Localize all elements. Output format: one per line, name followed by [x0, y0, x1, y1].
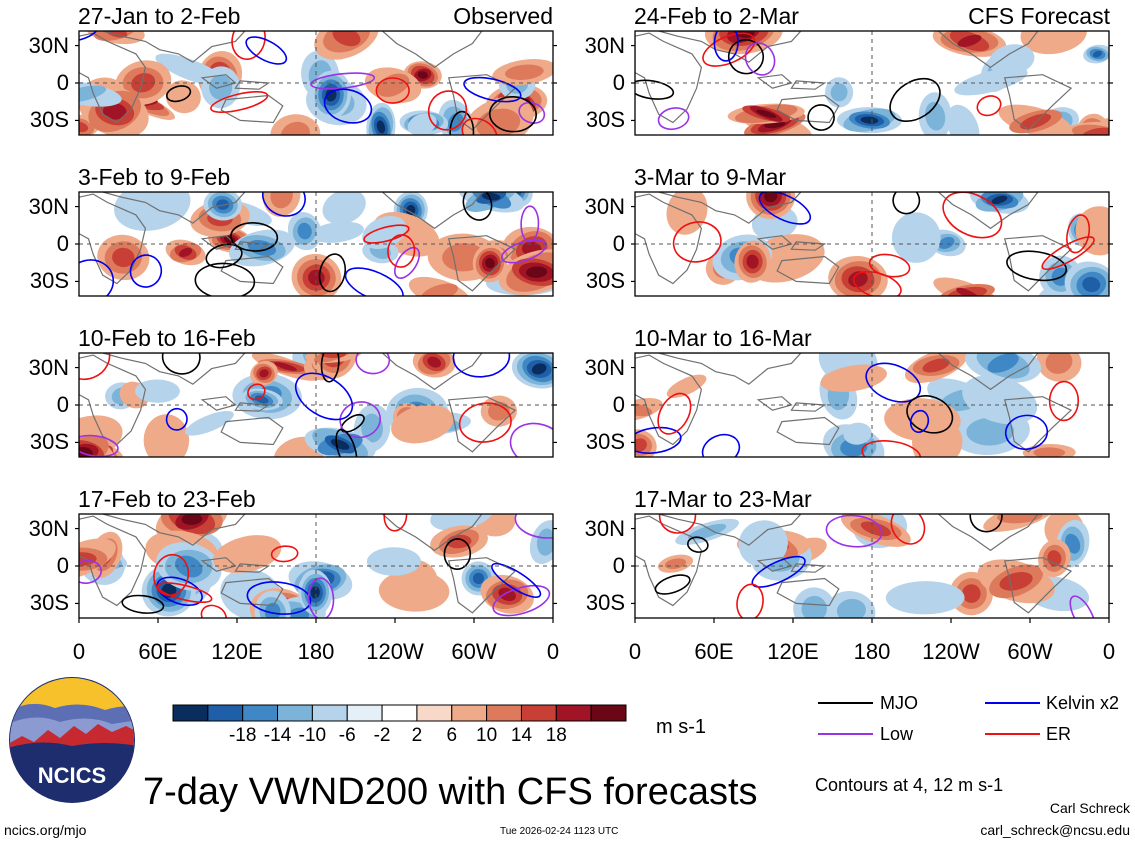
- colorbar-tick-label: 6: [446, 725, 458, 746]
- legend-label-er: ER: [1046, 724, 1072, 744]
- y-tick-label: 0: [612, 392, 625, 417]
- contour-note: Contours at 4, 12 m s-1: [815, 775, 1004, 795]
- colorbar-swatch: [381, 704, 418, 722]
- map-panel-obs-2: [75, 191, 557, 297]
- colorbar-tick-label: 14: [510, 725, 533, 746]
- y-tick-label: 30N: [584, 515, 625, 541]
- x-tick-label: 120W: [922, 639, 980, 664]
- colorbar-swatch: [346, 704, 383, 722]
- footer-email[interactable]: carl_schreck@ncsu.edu: [980, 822, 1130, 838]
- y-tick-label: 30S: [29, 429, 69, 455]
- legend-line-mjo: [818, 702, 873, 704]
- map-panel-fcst-1: [631, 30, 1113, 136]
- y-tick-label: 30S: [585, 107, 625, 133]
- map-panel-obs-3: [75, 352, 557, 458]
- x-tick-label: 0: [628, 639, 642, 664]
- y-tick-label: 0: [612, 553, 625, 578]
- x-tick-label: 120E: [211, 639, 263, 664]
- map-panel-fcst-3: [631, 352, 1113, 458]
- map-panel-fcst-2: [631, 191, 1113, 297]
- map-panel-fcst-4: [631, 513, 1113, 623]
- y-tick-label: 30N: [584, 193, 625, 219]
- x-tick-label: 0: [72, 639, 86, 664]
- colorbar-swatch: [311, 704, 348, 722]
- x-tick-label: 60W: [1007, 639, 1053, 664]
- y-tick-label: 30N: [28, 354, 69, 380]
- panel-title-obs-2: 3-Feb to 9-Feb: [78, 164, 231, 190]
- colorbar-tick-label: -2: [373, 725, 391, 746]
- panel-title-fcst-3: 10-Mar to 16-Mar: [634, 325, 812, 351]
- y-tick-label: 30S: [29, 107, 69, 133]
- colorbar-swatch: [172, 704, 209, 722]
- colorbar-tick-label: 2: [411, 725, 423, 746]
- y-tick-label: 30N: [28, 32, 69, 58]
- units-label: m s-1: [656, 716, 706, 738]
- colorbar-tick-label: 18: [545, 725, 567, 746]
- colorbar-swatch: [416, 704, 453, 722]
- colorbar-swatch: [277, 704, 313, 722]
- chart-title: 7-day VWND200 with CFS forecasts: [143, 771, 758, 813]
- y-tick-label: 30S: [585, 429, 625, 455]
- y-tick-label: 0: [56, 553, 69, 578]
- panel-title-fcst-2: 3-Mar to 9-Mar: [634, 164, 787, 190]
- x-tick-label: 180: [853, 639, 891, 664]
- cfs-forecast-tag: CFS Forecast: [968, 3, 1110, 29]
- legend-label-kelvin: Kelvin x2: [1046, 693, 1120, 713]
- x-tick-label: 120E: [767, 639, 819, 664]
- legend-label-low: Low: [880, 724, 914, 744]
- footer-author: Carl Schreck: [1049, 800, 1130, 816]
- colorbar-swatch: [555, 704, 592, 722]
- colorbar-swatch: [486, 704, 522, 722]
- legend-line-kelvin: [985, 702, 1040, 704]
- panel-title-fcst-1: 24-Feb to 2-Mar: [634, 3, 799, 29]
- panel-title-obs-3: 10-Feb to 16-Feb: [78, 325, 256, 351]
- y-tick-label: 0: [612, 70, 625, 95]
- y-tick-label: 0: [56, 70, 69, 95]
- colorbar-swatch: [590, 704, 627, 722]
- panel-title-fcst-4: 17-Mar to 23-Mar: [634, 486, 812, 512]
- colorbar-swatch: [207, 704, 244, 722]
- legend-label-mjo: MJO: [880, 693, 918, 713]
- y-tick-label: 30N: [584, 32, 625, 58]
- logo-text: NCICS: [38, 763, 106, 788]
- colorbar-swatch: [242, 704, 279, 722]
- map-panel-obs-4: [75, 513, 557, 623]
- legend-line-low: [818, 733, 873, 735]
- x-tick-label: 180: [297, 639, 335, 664]
- y-tick-label: 30N: [584, 354, 625, 380]
- y-tick-label: 30S: [29, 590, 69, 616]
- colorbar-tick-label: -18: [228, 725, 257, 746]
- footer-url[interactable]: ncics.org/mjo: [4, 822, 87, 838]
- panel-title-obs-4: 17-Feb to 23-Feb: [78, 486, 256, 512]
- map-panel-obs-1: [75, 30, 557, 136]
- x-tick-label: 0: [1102, 639, 1116, 664]
- x-tick-label: 60E: [694, 639, 734, 664]
- panel-title-obs-1: 27-Jan to 2-Feb: [78, 3, 241, 29]
- colorbar-swatch: [451, 704, 488, 722]
- colorbar-tick-label: -10: [298, 725, 327, 746]
- x-tick-label: 60E: [138, 639, 178, 664]
- colorbar-swatch: [520, 704, 557, 722]
- y-tick-label: 0: [612, 231, 625, 256]
- colorbar-tick-label: 10: [476, 725, 498, 746]
- y-tick-label: 30S: [585, 590, 625, 616]
- y-tick-label: 30N: [28, 515, 69, 541]
- x-tick-label: 120W: [366, 639, 424, 664]
- colorbar-tick-label: -14: [263, 725, 292, 746]
- observed-tag: Observed: [453, 3, 553, 29]
- legend-line-er: [985, 733, 1040, 735]
- x-tick-label: 60W: [451, 639, 497, 664]
- y-tick-label: 0: [56, 392, 69, 417]
- y-tick-label: 30N: [28, 193, 69, 219]
- footer-timestamp: Tue 2026-02-24 1123 UTC: [500, 826, 619, 837]
- y-tick-label: 30S: [585, 268, 625, 294]
- y-tick-label: 30S: [29, 268, 69, 294]
- x-tick-label: 0: [546, 639, 560, 664]
- y-tick-label: 0: [56, 231, 69, 256]
- colorbar-tick-label: -6: [338, 725, 356, 746]
